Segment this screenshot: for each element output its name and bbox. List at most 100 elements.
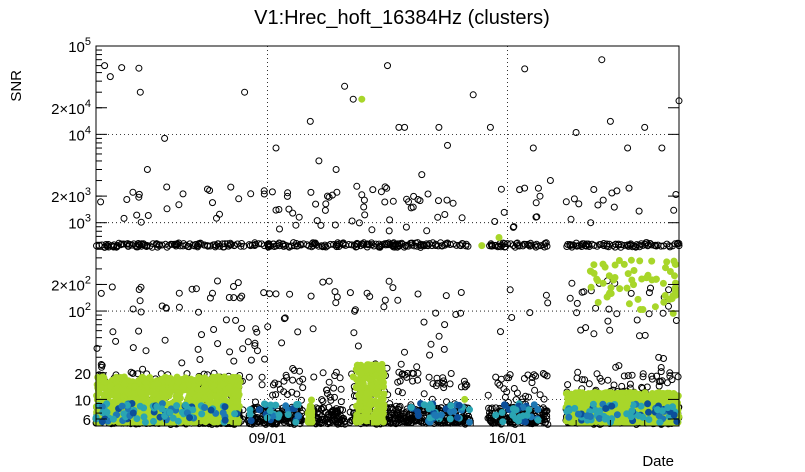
cluster-point-blue (574, 410, 582, 418)
cluster-point-blue (498, 409, 506, 416)
cluster-point-lime (627, 256, 635, 264)
cluster-point (278, 339, 286, 347)
cluster-point (408, 369, 416, 377)
cluster-point (647, 284, 654, 292)
cluster-point-blue (586, 413, 594, 420)
cluster-point (426, 351, 434, 359)
cluster-point (178, 359, 186, 367)
cluster-point-blue (595, 415, 603, 422)
cluster-point-lime (649, 391, 657, 398)
cluster-point-blue (150, 417, 157, 425)
cluster-point (353, 182, 361, 190)
cluster-point (123, 196, 131, 203)
cluster-point (284, 391, 291, 398)
cluster-point-lime (590, 261, 598, 269)
cluster-point (624, 372, 632, 380)
cluster-point-blue (530, 401, 538, 409)
cluster-point (253, 328, 261, 336)
cluster-point (137, 218, 145, 226)
cluster-point (128, 241, 136, 249)
cluster-point-blue (246, 406, 254, 414)
cluster-point (93, 344, 101, 352)
cluster-point-lime (618, 394, 626, 402)
cluster-point (144, 212, 152, 219)
series-point (624, 399, 632, 407)
cluster-point (506, 371, 514, 379)
cluster-point (542, 291, 550, 299)
cluster-point-blue (133, 415, 141, 423)
cluster-point-lime (671, 260, 679, 268)
cluster-point (163, 183, 171, 191)
cluster-point (532, 213, 540, 221)
cluster-point (604, 376, 612, 384)
cluster-point (196, 356, 204, 363)
series-point (101, 62, 109, 70)
cluster-point (236, 294, 244, 302)
cluster-point (394, 296, 402, 304)
cluster-point (363, 240, 371, 248)
cluster-point (657, 364, 665, 371)
cluster-point (295, 213, 303, 221)
cluster-point (332, 368, 340, 376)
cluster-point (635, 207, 643, 215)
cluster-point (526, 309, 534, 317)
cluster-point (351, 306, 359, 314)
cluster-point (251, 342, 259, 350)
cluster-point (307, 292, 315, 300)
cluster-point (308, 240, 316, 248)
cluster-point-blue (261, 400, 268, 408)
cluster-point (648, 241, 655, 249)
cluster-point-lime (233, 387, 241, 395)
cluster-point-blue (437, 411, 445, 419)
cluster-point-blue (565, 413, 573, 421)
cluster-point (441, 211, 449, 218)
cluster-point-blue (628, 407, 636, 415)
cluster-point-lime (194, 385, 202, 393)
cluster-point (497, 185, 505, 193)
cluster-point-lime (605, 272, 613, 280)
cluster-point (325, 277, 333, 285)
cluster-point (247, 190, 255, 198)
cluster-point (567, 215, 575, 223)
cluster-point-lime (219, 381, 227, 389)
cluster-point (457, 289, 465, 296)
cluster-point-lime (363, 406, 371, 414)
y-tick-label: 2×104 (51, 98, 91, 118)
cluster-point-lime (150, 381, 158, 389)
cluster-point-blue (563, 408, 571, 416)
cluster-point-blue (627, 413, 635, 421)
cluster-point (398, 240, 406, 248)
cluster-point-blue (103, 408, 111, 416)
cluster-point-lime (308, 396, 315, 404)
cluster-point-lime (666, 268, 674, 275)
cluster-point-lime (357, 370, 365, 377)
cluster-point-lime (624, 270, 632, 278)
cluster-point (581, 376, 589, 384)
cluster-point (248, 241, 256, 249)
cluster-point (427, 340, 435, 348)
cluster-point (366, 293, 374, 300)
cluster-point (457, 309, 465, 317)
cluster-point (331, 393, 338, 401)
y-tick-label: 102 (68, 301, 91, 321)
cluster-point (544, 299, 552, 307)
series-point (106, 73, 114, 81)
cluster-point-lime (108, 404, 116, 412)
cluster-point (237, 242, 245, 250)
cluster-point (161, 336, 169, 344)
cluster-point (286, 290, 294, 298)
cluster-point (593, 370, 601, 378)
cluster-point (113, 242, 121, 249)
cluster-point (485, 404, 493, 412)
cluster-point (618, 382, 626, 390)
cluster-point (612, 363, 620, 371)
cluster-point (238, 292, 246, 300)
cluster-point (435, 197, 442, 205)
cluster-point-blue (450, 407, 458, 415)
cluster-point-lime (368, 382, 376, 390)
cluster-point-blue (120, 410, 128, 418)
cluster-point (440, 345, 448, 353)
cluster-point (251, 339, 259, 347)
cluster-point (574, 368, 582, 376)
cluster-point-blue (454, 414, 461, 421)
